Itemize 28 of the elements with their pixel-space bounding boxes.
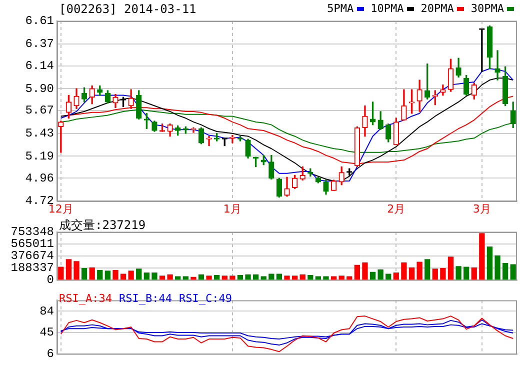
legend-label: 30PMA bbox=[470, 2, 504, 15]
y-tick-label: 753348 bbox=[10, 225, 54, 240]
y-tick-label: 4.96 bbox=[25, 171, 54, 186]
y-tick-label: 5.90 bbox=[25, 82, 54, 96]
y-tick-label: 565011 bbox=[10, 237, 54, 252]
legend-label: 10PMA bbox=[370, 2, 404, 15]
y-tick-label: 0 bbox=[46, 272, 54, 287]
x-tick-label: 3月 bbox=[472, 202, 491, 216]
y-tick-label: 376674 bbox=[10, 249, 54, 264]
y-tick-label: 6.14 bbox=[25, 58, 54, 73]
x-tick-label: 1月 bbox=[223, 202, 242, 216]
y-tick-label: 84 bbox=[40, 304, 54, 318]
chart-title: [002263] 2014-03-11 bbox=[59, 2, 196, 16]
y-tick-label: 5.19 bbox=[25, 149, 54, 164]
legend-label: 5PMA bbox=[327, 2, 354, 15]
series-label: RSI_A:34 bbox=[59, 292, 112, 305]
y-tick-label: 45 bbox=[40, 326, 54, 340]
y-tick-label: 5.43 bbox=[25, 126, 54, 141]
x-tick-label: 2月 bbox=[387, 202, 406, 216]
y-tick-label: 188337 bbox=[10, 261, 54, 276]
y-tick-label: 6.37 bbox=[25, 37, 54, 52]
y-tick-label: 5.67 bbox=[25, 104, 54, 118]
y-tick-label: 6.61 bbox=[25, 14, 54, 28]
chart-title: 成交量:237219 bbox=[59, 217, 146, 234]
text: RSI_C:49 bbox=[178, 292, 232, 305]
text: RSI_B:44 bbox=[118, 292, 172, 305]
legend-label: 20PMA bbox=[420, 2, 454, 15]
y-tick-label: 6 bbox=[46, 346, 54, 361]
